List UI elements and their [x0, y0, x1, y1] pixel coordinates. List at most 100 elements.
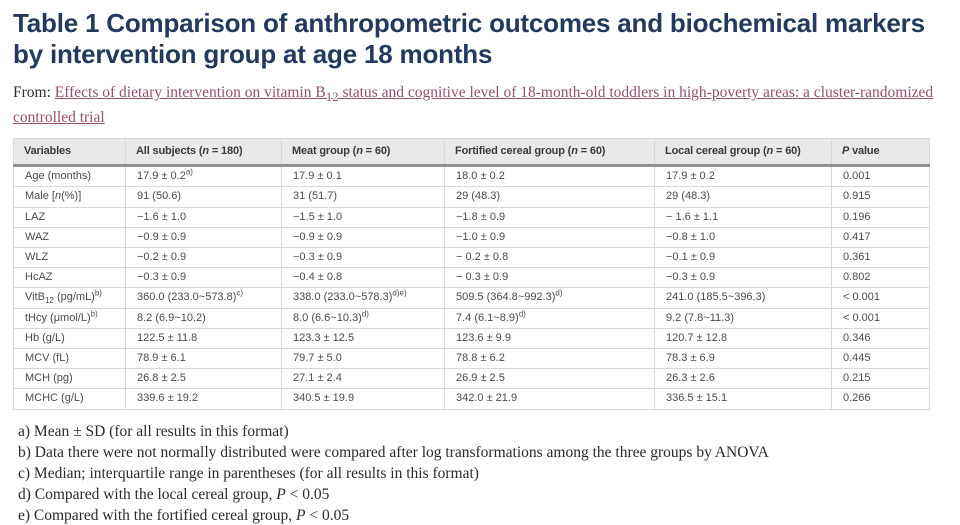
- cell-value: −0.2 ± 0.9: [125, 247, 282, 269]
- cell-value: 79.7 ± 5.0: [281, 347, 445, 370]
- cell-value: 0.266: [831, 388, 930, 410]
- cell-value: 338.0 (233.0~578.3)d)e): [281, 287, 445, 309]
- cell-value: 27.1 ± 2.4: [281, 368, 445, 390]
- cell-value: 17.9 ± 0.1: [281, 165, 445, 188]
- cell-value: 78.3 ± 6.9: [654, 347, 832, 370]
- cell-value: 0.361: [831, 247, 930, 269]
- cell-value: −0.9 ± 0.9: [281, 226, 445, 249]
- cell-value: 120.7 ± 12.8: [654, 327, 832, 349]
- cell-value: 0.001: [831, 165, 930, 188]
- footnotes: a) Mean ± SD (for all results in this fo…: [18, 421, 946, 525]
- cell-value: 241.0 (185.5~396.3): [654, 287, 832, 309]
- title-line-2: by intervention group at age 18 months: [13, 39, 493, 69]
- cell-value: 8.2 (6.9~10.2): [125, 307, 282, 329]
- cell-value: 123.6 ± 9.9: [444, 327, 655, 349]
- source-prefix: From:: [13, 84, 51, 101]
- cell-value: 17.9 ± 0.2: [654, 165, 832, 188]
- table-row: Age (months) 17.9 ± 0.2a) 17.9 ± 0.1 18.0 ±…: [13, 165, 930, 188]
- cell-value: 339.6 ± 19.2: [125, 388, 282, 410]
- cell-value: −0.3 ± 0.9: [125, 267, 282, 289]
- cell-value: −1.5 ± 1.0: [281, 206, 445, 228]
- cell-value: 0.915: [831, 186, 930, 208]
- source-article-link[interactable]: Effects of dietary intervention on vitam…: [13, 84, 934, 127]
- cell-value: 0.802: [831, 267, 930, 289]
- column-header: Fortified cereal group (n = 60): [444, 138, 655, 168]
- row-variable-label: tHcy (μmol/L)b): [13, 307, 126, 329]
- cell-value: 122.5 ± 11.8: [125, 327, 282, 349]
- cell-value: < 0.001: [831, 307, 930, 329]
- table-row: Hb (g/L) 122.5 ± 11.8 123.3 ± 12.5 123.6 ± …: [13, 327, 930, 349]
- footnote: a) Mean ± SD (for all results in this fo…: [18, 422, 289, 440]
- cell-value: −0.8 ± 1.0: [654, 226, 832, 249]
- table-row: MCHC (g/L) 339.6 ± 19.2 340.5 ± 19.9 342.0 …: [13, 388, 930, 410]
- cell-value: 336.5 ± 15.1: [654, 388, 832, 410]
- cell-value: − 1.6 ± 1.1: [654, 206, 832, 228]
- table-row: LAZ −1.6 ± 1.0 −1.5 ± 1.0 −1.8 ± 0.9− 1.6 ±…: [13, 206, 930, 228]
- row-variable-label: WAZ: [13, 226, 126, 249]
- table-row: WAZ −0.9 ± 0.9 −0.9 ± 0.9 −1.0 ± 0.9 −0.8 ± …: [13, 226, 930, 249]
- footnote: b) Data there were not normally distribu…: [18, 443, 769, 461]
- cell-value: 26.3 ± 2.6: [654, 368, 832, 390]
- cell-value: −0.3 ± 0.9: [281, 247, 445, 269]
- cell-value: 342.0 ± 21.9: [444, 388, 655, 410]
- cell-value: −0.3 ± 0.9: [654, 267, 832, 289]
- footnote: e) Compared with the fortified cereal gr…: [18, 506, 350, 524]
- cell-value: 0.215: [831, 368, 930, 390]
- row-variable-label: Hb (g/L): [13, 327, 126, 349]
- row-variable-label: WLZ: [13, 247, 126, 269]
- footnote: c) Median; interquartile range in parent…: [18, 464, 479, 482]
- footnote: d) Compared with the local cereal group,…: [18, 485, 330, 503]
- cell-value: 17.9 ± 0.2a): [125, 165, 282, 188]
- cell-value: 0.417: [831, 226, 930, 249]
- title-line-1: Table 1 Comparison of anthropometric out…: [13, 8, 925, 38]
- table-row: MCH (pg) 26.8 ± 2.5 27.1 ± 2.4 26.9 ± 2.5 26…: [13, 368, 930, 390]
- table-row: VitB12 (pg/mL)b) 360.0 (233.0~573.8)c) 338…: [13, 287, 930, 309]
- cell-value: −1.6 ± 1.0: [125, 206, 282, 228]
- cell-value: 91 (50.6): [125, 186, 282, 208]
- cell-value: 26.8 ± 2.5: [125, 368, 282, 390]
- cell-value: 123.3 ± 12.5: [281, 327, 445, 349]
- cell-value: −0.9 ± 0.9: [125, 226, 282, 249]
- table-row: Male [n(%)] 91 (50.6) 31 (51.7) 29 (48.3) 29…: [13, 186, 930, 208]
- page-title: Table 1 Comparison of anthropometric out…: [13, 8, 946, 70]
- cell-value: 9.2 (7.8~11.3): [654, 307, 832, 329]
- cell-value: −1.0 ± 0.9: [444, 226, 655, 249]
- column-header: Meat group (n = 60): [281, 138, 445, 168]
- table-row: MCV (fL) 78.9 ± 6.1 79.7 ± 5.0 78.8 ± 6.2 78…: [13, 347, 930, 370]
- cell-value: 78.8 ± 6.2: [444, 347, 655, 370]
- column-header: Local cereal group (n = 60): [654, 138, 832, 168]
- comparison-table: Variables All subjects (n = 180) Meat grou…: [13, 138, 930, 410]
- column-header: P value: [831, 138, 930, 168]
- cell-value: 29 (48.3): [444, 186, 655, 208]
- row-variable-label: Male [n(%)]: [13, 186, 126, 208]
- cell-value: 0.196: [831, 206, 930, 228]
- source-line: From: Effects of dietary intervention on…: [13, 82, 941, 128]
- cell-value: −1.8 ± 0.9: [444, 206, 655, 228]
- cell-value: 509.5 (364.8~992.3)d): [444, 287, 655, 309]
- row-variable-label: MCH (pg): [13, 368, 126, 390]
- row-variable-label: Age (months): [13, 165, 126, 188]
- row-variable-label: LAZ: [13, 206, 126, 228]
- cell-value: 0.445: [831, 347, 930, 370]
- cell-value: 0.346: [831, 327, 930, 349]
- cell-value: < 0.001: [831, 287, 930, 309]
- cell-value: − 0.2 ± 0.8: [444, 247, 655, 269]
- cell-value: 78.9 ± 6.1: [125, 347, 282, 370]
- cell-value: 18.0 ± 0.2: [444, 165, 655, 188]
- cell-value: 29 (48.3): [654, 186, 832, 208]
- cell-value: 8.0 (6.6~10.3)d): [281, 307, 445, 329]
- row-variable-label: HcAZ: [13, 267, 126, 289]
- table-header-row: Variables All subjects (n = 180) Meat grou…: [13, 138, 930, 168]
- row-variable-label: VitB12 (pg/mL)b): [13, 287, 126, 309]
- cell-value: −0.4 ± 0.8: [281, 267, 445, 289]
- cell-value: 7.4 (6.1~8.9)d): [444, 307, 655, 329]
- column-header: Variables: [13, 138, 126, 168]
- cell-value: 360.0 (233.0~573.8)c): [125, 287, 282, 309]
- cell-value: 26.9 ± 2.5: [444, 368, 655, 390]
- row-variable-label: MCHC (g/L): [13, 388, 126, 410]
- column-header: All subjects (n = 180): [125, 138, 282, 168]
- cell-value: −0.1 ± 0.9: [654, 247, 832, 269]
- table-row: tHcy (μmol/L)b) 8.2 (6.9~10.2) 8.0 (6.6~10…: [13, 307, 930, 329]
- cell-value: − 0.3 ± 0.9: [444, 267, 655, 289]
